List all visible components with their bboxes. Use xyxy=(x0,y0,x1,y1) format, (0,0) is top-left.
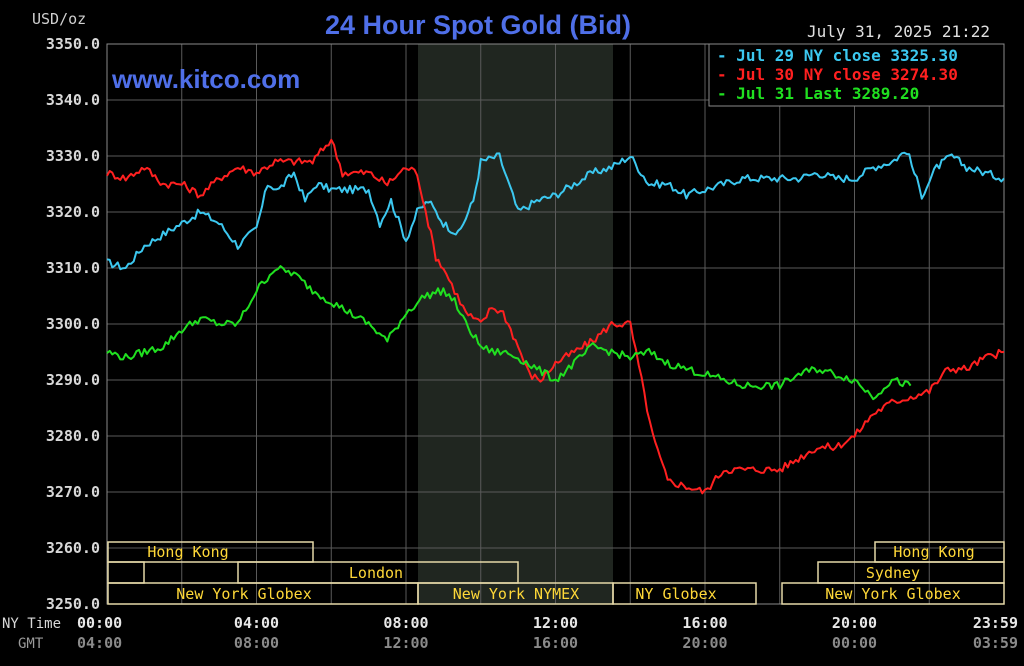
session-london-label: London xyxy=(349,564,403,582)
legend-box xyxy=(708,43,1005,107)
series-line-jul-31 xyxy=(106,265,912,401)
x-row-label-gmt: GMT xyxy=(18,636,44,652)
x-tick-label-ny: 20:00 xyxy=(832,614,877,632)
session-ny-globex-mid-label: NY Globex xyxy=(635,585,716,603)
x-tick-label-gmt: 04:00 xyxy=(77,634,122,652)
session-hong-kong-left-label: Hong Kong xyxy=(147,543,228,561)
y-tick-label: 3270.0 xyxy=(46,483,100,501)
x-tick-label-ny: 00:00 xyxy=(77,614,122,632)
axis-labels: 3350.0 3340.0 3330.0 3320.0 3310.0 3300.0 3290… xyxy=(2,35,1018,652)
x-tick-label-ny: 23:59 xyxy=(973,614,1018,632)
session-hong-kong-left-box xyxy=(107,541,314,563)
market-sessions: Hong Kong London New York Globex New York N… xyxy=(107,541,1005,605)
y-tick-label: 3330.0 xyxy=(46,147,100,165)
y-tick-label: 3290.0 xyxy=(46,371,100,389)
x-tick-label-ny: 12:00 xyxy=(533,614,578,632)
y-tick-label: 3280.0 xyxy=(46,427,100,445)
y-tick-label: 3310.0 xyxy=(46,259,100,277)
y-tick-label: 3260.0 xyxy=(46,539,100,557)
series-line-jul-29 xyxy=(106,151,1005,271)
x-row-label-ny: NY Time xyxy=(2,616,61,632)
legend-entry: - Jul 30 NY close 3274.30 xyxy=(717,65,958,84)
x-tick-label-gmt: 12:00 xyxy=(383,634,428,652)
session-ny-nymex-label: New York NYMEX xyxy=(453,585,579,603)
y-tick-label: 3320.0 xyxy=(46,203,100,221)
legend-entry: - Jul 31 Last 3289.20 xyxy=(717,84,919,103)
x-tick-label-ny: 04:00 xyxy=(234,614,279,632)
session-ny-globex-right-box xyxy=(781,582,1005,605)
x-tick-label-gmt: 20:00 xyxy=(682,634,727,652)
series-line-jul-30 xyxy=(106,138,1005,495)
session-hong-kong-right-label: Hong Kong xyxy=(893,543,974,561)
legend-entry: - Jul 29 NY close 3325.30 xyxy=(717,46,958,65)
x-tick-label-gmt: 03:59 xyxy=(973,634,1018,652)
x-tick-label-ny: 08:00 xyxy=(383,614,428,632)
x-tick-label-gmt: 00:00 xyxy=(832,634,877,652)
session-ny-globex-left-label: New York Globex xyxy=(176,585,311,603)
legend: - Jul 29 NY close 3325.30- Jul 30 NY clo… xyxy=(717,46,958,103)
y-tick-label: 3350.0 xyxy=(46,35,100,53)
y-tick-label: 3300.0 xyxy=(46,315,100,333)
series-lines xyxy=(106,138,1005,495)
chart-title: 24 Hour Spot Gold (Bid) xyxy=(325,10,631,40)
kitco-watermark: www.kitco.com xyxy=(111,64,300,94)
x-tick-label-gmt: 16:00 xyxy=(533,634,578,652)
x-tick-label-gmt: 08:00 xyxy=(234,634,279,652)
session-sydney-label: Sydney xyxy=(866,564,920,582)
y-tick-label: 3250.0 xyxy=(46,595,100,613)
session-ny-globex-right-label: New York Globex xyxy=(825,585,960,603)
y-tick-label: 3340.0 xyxy=(46,91,100,109)
timestamp: July 31, 2025 21:22 xyxy=(807,22,990,41)
unit-label: USD/oz xyxy=(32,10,86,28)
x-tick-label-ny: 16:00 xyxy=(682,614,727,632)
session-ny-globex-mid-box xyxy=(612,582,757,605)
